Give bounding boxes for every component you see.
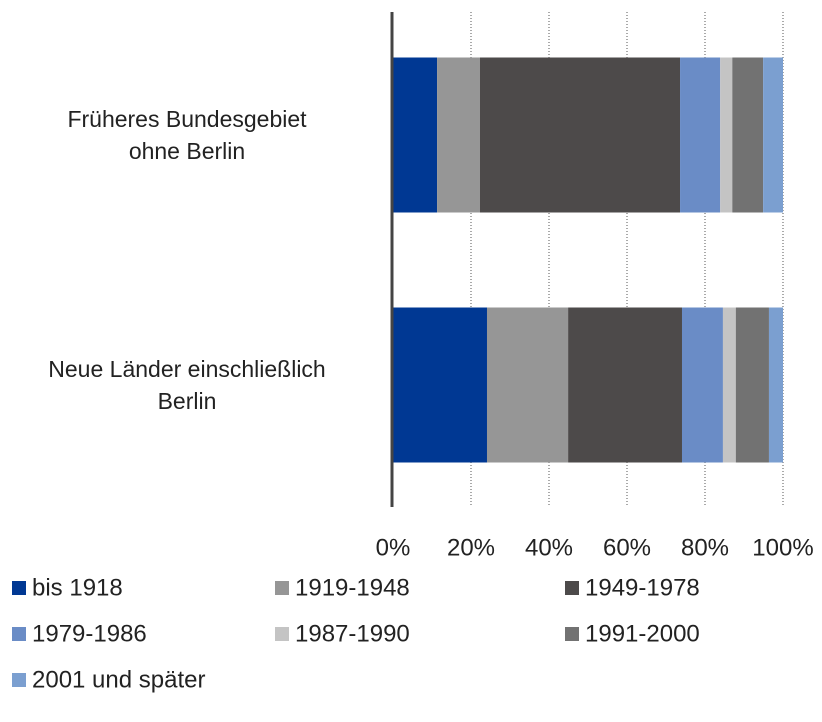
legend-label: bis 1918 — [32, 574, 123, 601]
legend-label: 1991-2000 — [585, 620, 700, 647]
legend-label: 1919-1948 — [295, 574, 410, 601]
y-tick-label: Neue Länder einschließlich Berlin — [48, 356, 326, 414]
x-tick-label: 100% — [752, 534, 813, 561]
bar-segment — [763, 57, 783, 213]
x-tick-label: 60% — [603, 534, 651, 561]
bar-segment — [486, 307, 569, 463]
legend-label: 1949-1978 — [585, 574, 700, 601]
legend-label: 1987-1990 — [295, 620, 410, 647]
bar-segment — [735, 307, 769, 463]
legend-swatch — [12, 673, 26, 687]
bar-segment — [393, 307, 487, 463]
legend-swatch — [12, 627, 26, 641]
x-tick-label: 20% — [447, 534, 495, 561]
x-tick-label: 0% — [376, 534, 411, 561]
bar-segment — [681, 307, 723, 463]
legend-swatch — [565, 581, 579, 595]
legend-swatch — [275, 627, 289, 641]
x-tick-label: 80% — [681, 534, 729, 561]
bar-segment — [680, 57, 721, 213]
bar-segment — [722, 307, 736, 463]
x-tick-label: 40% — [525, 534, 573, 561]
y-tick-label: Früheres Bundesgebiet ohne Berlin — [67, 106, 307, 164]
bar-segment — [479, 57, 681, 213]
bar-segment — [720, 57, 733, 213]
bar-segment — [732, 57, 764, 213]
bar-segment — [768, 307, 783, 463]
bar-segment — [437, 57, 480, 213]
legend-swatch — [12, 581, 26, 595]
bar-segment — [568, 307, 682, 463]
legend-swatch — [565, 627, 579, 641]
legend-label: 1979-1986 — [32, 620, 147, 647]
legend-label: 2001 und später — [32, 666, 205, 693]
legend-swatch — [275, 581, 289, 595]
bar-segment — [393, 57, 438, 213]
